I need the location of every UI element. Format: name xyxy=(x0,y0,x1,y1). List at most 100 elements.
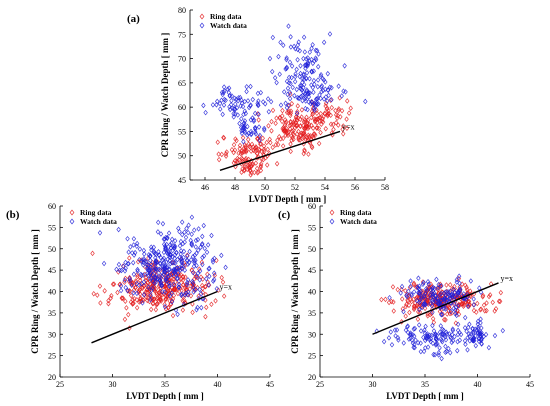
data-point xyxy=(276,53,281,60)
data-point xyxy=(115,289,120,296)
data-point xyxy=(286,102,291,109)
data-point xyxy=(165,234,170,241)
data-point xyxy=(231,149,236,156)
data-point xyxy=(323,125,328,132)
data-point xyxy=(342,63,347,69)
data-point xyxy=(245,98,251,104)
data-point xyxy=(418,295,423,301)
data-point xyxy=(450,326,455,332)
data-point xyxy=(252,110,258,117)
data-point xyxy=(158,260,163,266)
data-point xyxy=(492,332,498,339)
data-point xyxy=(425,344,431,350)
data-point xyxy=(479,335,484,342)
x-axis-label: LVDT Depth [ mm ] xyxy=(249,194,327,204)
data-point xyxy=(176,281,182,288)
data-point xyxy=(116,226,121,233)
data-point xyxy=(339,107,345,114)
legend-entry: Watch data xyxy=(340,217,377,226)
data-point xyxy=(235,97,241,104)
data-point xyxy=(363,98,368,105)
data-point xyxy=(131,287,137,293)
data-point xyxy=(427,311,433,318)
data-point xyxy=(223,97,228,104)
data-point xyxy=(500,327,506,334)
data-point xyxy=(139,272,144,279)
data-point xyxy=(273,120,278,127)
data-point xyxy=(329,97,334,103)
data-point xyxy=(442,334,448,340)
data-point xyxy=(155,266,161,273)
data-point xyxy=(206,282,211,288)
data-point xyxy=(188,257,194,263)
data-point xyxy=(306,121,312,128)
data-point xyxy=(239,97,244,103)
data-point xyxy=(458,331,464,338)
data-point xyxy=(325,98,330,104)
data-point xyxy=(440,332,445,338)
data-point xyxy=(203,297,208,303)
data-point xyxy=(436,281,441,288)
data-point xyxy=(194,250,199,256)
data-point xyxy=(148,257,153,264)
data-point xyxy=(298,85,303,91)
data-point xyxy=(281,42,286,48)
data-point xyxy=(267,150,272,157)
reference-line xyxy=(219,130,341,171)
data-point xyxy=(181,262,186,269)
data-point xyxy=(443,317,448,323)
data-point xyxy=(126,260,131,267)
data-point xyxy=(476,338,482,345)
data-point xyxy=(160,288,165,295)
data-point xyxy=(185,229,191,236)
data-point xyxy=(301,84,306,91)
data-point xyxy=(220,279,226,285)
y-tick-label: 25 xyxy=(308,352,316,361)
data-point xyxy=(301,76,307,83)
data-point xyxy=(388,329,394,335)
data-point xyxy=(433,342,439,348)
data-point xyxy=(461,300,466,307)
data-point xyxy=(202,245,207,252)
data-point xyxy=(395,286,400,293)
data-point xyxy=(486,293,492,300)
data-point xyxy=(196,293,201,299)
data-point xyxy=(294,66,299,73)
data-point xyxy=(465,303,471,309)
data-point xyxy=(205,279,210,285)
data-point xyxy=(259,148,264,155)
data-point xyxy=(241,124,247,131)
y-tick-label: 35 xyxy=(48,309,56,318)
data-point xyxy=(129,282,134,288)
data-point xyxy=(456,301,462,307)
data-point xyxy=(142,257,148,264)
data-point xyxy=(319,83,325,89)
data-point xyxy=(168,245,174,252)
data-point xyxy=(127,277,133,284)
data-point xyxy=(193,286,199,293)
data-point xyxy=(250,96,255,103)
data-point xyxy=(177,243,183,249)
data-point xyxy=(443,306,448,312)
data-point xyxy=(243,155,249,162)
data-point xyxy=(252,169,257,176)
data-point xyxy=(242,127,247,134)
data-point xyxy=(269,118,274,125)
data-point xyxy=(294,123,300,129)
data-point xyxy=(319,118,325,124)
data-point xyxy=(164,259,169,265)
data-point xyxy=(227,104,232,110)
data-point xyxy=(304,62,309,69)
data-point xyxy=(277,115,283,122)
data-point xyxy=(463,341,468,348)
data-point xyxy=(185,252,190,259)
data-point xyxy=(152,280,157,287)
data-point xyxy=(163,296,169,302)
data-point xyxy=(295,46,300,53)
data-point xyxy=(193,257,198,264)
data-point xyxy=(444,282,449,288)
data-point xyxy=(193,237,199,244)
data-point xyxy=(310,84,316,91)
